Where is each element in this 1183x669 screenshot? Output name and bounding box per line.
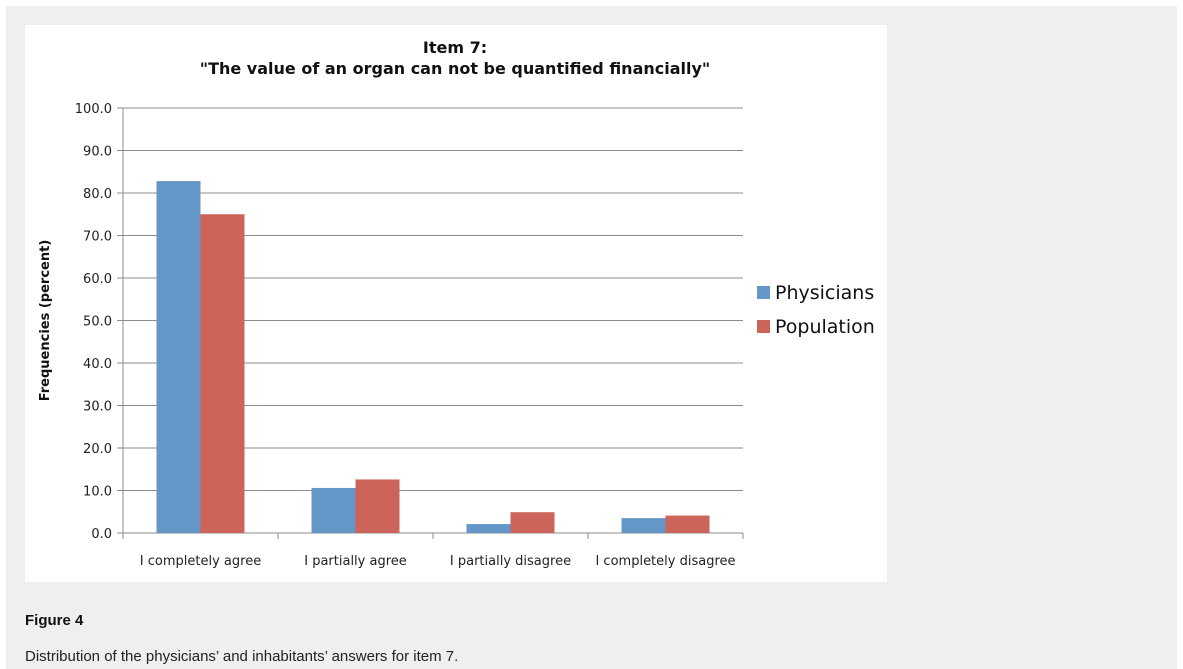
y-tick-label: 50.0	[83, 315, 112, 330]
y-tick-label: 30.0	[83, 400, 112, 415]
bar-physicians-1	[156, 181, 201, 533]
y-tick-label: 40.0	[83, 357, 112, 372]
x-category-label: I completely disagree	[595, 554, 735, 569]
bar-population-1	[200, 214, 245, 533]
legend-label-physicians: Physicians	[775, 282, 874, 304]
bar-physicians-3	[466, 524, 511, 533]
bar-physicians-2	[311, 487, 356, 533]
y-tick-label: 20.0	[83, 442, 112, 457]
figure-label: Figure 4	[25, 612, 84, 629]
chart-panel: Item 7: "The value of an organ can not be…	[25, 25, 887, 582]
legend-swatch-population	[757, 320, 770, 333]
y-tick-label: 10.0	[83, 485, 112, 500]
bar-chart: Item 7: "The value of an organ can not be…	[38, 38, 875, 569]
y-tick-label: 90.0	[83, 145, 112, 160]
chart-title-line: Item 7:	[423, 38, 487, 57]
x-category-label: I partially disagree	[450, 554, 571, 569]
bar-physicians-4	[621, 518, 666, 533]
x-category-label: I completely agree	[140, 554, 261, 569]
y-tick-label: 0.0	[91, 527, 112, 542]
figure-caption: Distribution of the physicians’ and inha…	[25, 648, 459, 665]
bar-population-2	[355, 479, 400, 533]
bar-population-3	[510, 512, 555, 533]
chart-title-line: "The value of an organ can not be quanti…	[200, 59, 711, 78]
y-axis-title: Frequencies (percent)	[38, 240, 53, 402]
y-tick-label: 100.0	[75, 102, 112, 117]
legend-label-population: Population	[775, 316, 875, 338]
bar-population-4	[665, 515, 710, 533]
legend-swatch-physicians	[757, 286, 770, 299]
y-tick-label: 60.0	[83, 272, 112, 287]
y-tick-label: 80.0	[83, 187, 112, 202]
page-background: Item 7: "The value of an organ can not be…	[6, 6, 1177, 669]
x-category-label: I partially agree	[304, 554, 407, 569]
y-tick-label: 70.0	[83, 230, 112, 245]
